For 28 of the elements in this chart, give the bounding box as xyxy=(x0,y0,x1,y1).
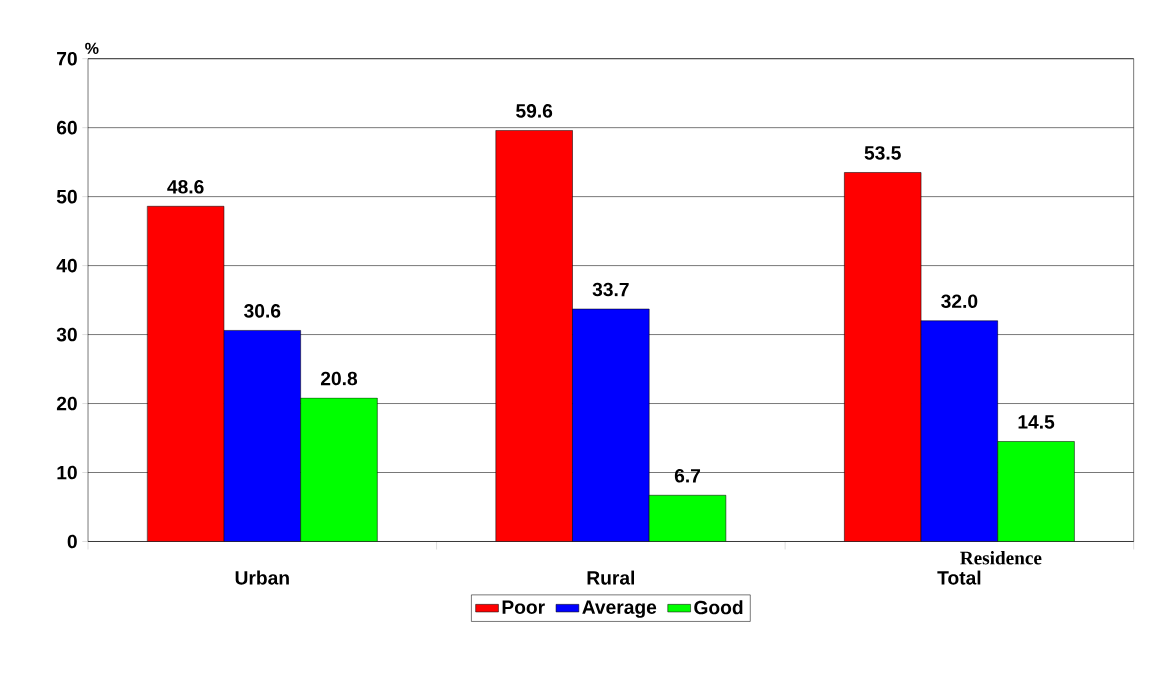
y-tick-label: 50 xyxy=(56,189,77,204)
data-label: 53.5 xyxy=(864,146,901,160)
bar xyxy=(495,130,573,542)
data-label: 59.6 xyxy=(516,104,553,118)
x-tick-label: Rural xyxy=(587,570,635,585)
x-tick-label: Total xyxy=(937,570,981,585)
y-axis-title: % xyxy=(85,42,99,55)
y-tick-label: 30 xyxy=(56,327,77,342)
legend-label: Poor xyxy=(502,600,545,615)
legend-label: Good xyxy=(694,600,743,615)
data-label: 32.0 xyxy=(941,294,978,309)
x-axis-title: Residence xyxy=(960,551,1042,565)
bar xyxy=(844,172,922,542)
y-tick-label: 60 xyxy=(56,120,77,135)
y-tick-label: 70 xyxy=(57,51,77,66)
data-label: 30.6 xyxy=(244,304,281,318)
data-label: 48.6 xyxy=(167,180,204,194)
data-label: 14.5 xyxy=(1018,415,1055,429)
x-tick-label: Urban xyxy=(235,570,289,585)
legend-label: Average xyxy=(582,600,657,618)
y-tick-label: 20 xyxy=(56,396,77,411)
y-tick-label: 10 xyxy=(57,465,77,480)
data-label: 33.7 xyxy=(592,282,629,297)
bar xyxy=(147,206,225,542)
data-label: 20.8 xyxy=(320,371,358,386)
data-label: 6.7 xyxy=(674,469,701,483)
y-tick-label: 0 xyxy=(67,534,77,549)
y-tick-label: 40 xyxy=(56,258,77,273)
